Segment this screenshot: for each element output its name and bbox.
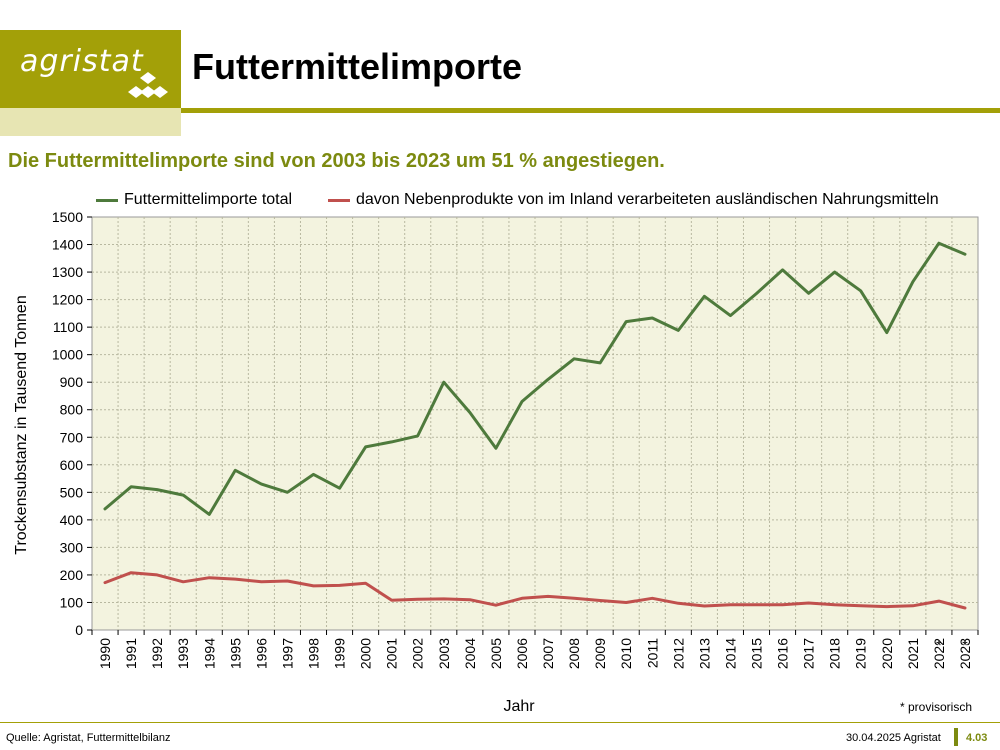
x-tick-label: 2016 bbox=[775, 638, 791, 669]
footer-date: 30.04.2025 Agristat bbox=[846, 732, 941, 744]
x-tick-label: 2006 bbox=[514, 638, 530, 669]
x-tick-label: 1992 bbox=[149, 638, 165, 669]
page-title: Futtermittelimporte bbox=[192, 46, 523, 87]
legend-swatch-total bbox=[96, 198, 118, 202]
x-tick-label: 2001 bbox=[384, 638, 400, 669]
y-tick-label: 1500 bbox=[52, 209, 83, 225]
x-tick-label: 1995 bbox=[227, 638, 243, 669]
y-tick-label: 1300 bbox=[52, 264, 83, 280]
logo-text: agristat bbox=[20, 44, 144, 79]
x-tick-label: 2010 bbox=[618, 638, 634, 669]
y-tick-label: 0 bbox=[75, 622, 83, 638]
x-tick-label: 1997 bbox=[279, 638, 295, 669]
x-tick-label: 1993 bbox=[175, 638, 191, 669]
x-tick-label: 2013 bbox=[696, 638, 712, 669]
y-tick-label: 900 bbox=[60, 374, 84, 390]
x-axis-label: Jahr bbox=[503, 698, 535, 715]
y-tick-label: 400 bbox=[60, 512, 84, 528]
x-tick-label: 2020 bbox=[879, 638, 895, 669]
x-tick-label: 2002 bbox=[410, 638, 426, 669]
y-tick-label: 1200 bbox=[52, 292, 83, 308]
series-line-nebenprodukte bbox=[103, 571, 967, 610]
x-tick-label: 2014 bbox=[722, 638, 738, 669]
provisional-note: * provisorisch bbox=[899, 700, 972, 714]
legend-label-nebenprodukte: davon Nebenprodukte von im Inland verarb… bbox=[356, 191, 939, 208]
x-tick-provisional-mark: * bbox=[936, 637, 942, 653]
logo-strip bbox=[0, 108, 181, 136]
x-tick-label: 2003 bbox=[436, 638, 452, 669]
legend-item-nebenprodukte: davon Nebenprodukte von im Inland verarb… bbox=[328, 191, 939, 209]
legend-label-total: Futtermittelimporte total bbox=[124, 191, 293, 208]
chart-subtitle: Die Futtermittelimporte sind von 2003 bi… bbox=[8, 150, 665, 172]
y-tick-label: 200 bbox=[60, 567, 84, 583]
x-tick-label: 2019 bbox=[853, 638, 869, 669]
legend-item-total: Futtermittelimporte total bbox=[96, 191, 292, 209]
x-tick-label: 2015 bbox=[749, 638, 765, 669]
x-tick-label: 2012 bbox=[670, 638, 686, 669]
x-tick-label: 2009 bbox=[592, 638, 608, 669]
footer-rule bbox=[0, 722, 1000, 723]
x-tick-label: 2008 bbox=[566, 638, 582, 669]
page-number: 4.03 bbox=[966, 732, 988, 744]
x-tick-label: 2021 bbox=[905, 638, 921, 669]
x-tick-label: 2005 bbox=[488, 638, 504, 669]
x-tick-label: 1999 bbox=[332, 638, 348, 669]
x-tick-label: 2000 bbox=[358, 638, 374, 669]
y-tick-label: 600 bbox=[60, 457, 84, 473]
x-tick-label: 2011 bbox=[644, 638, 660, 668]
y-tick-label: 300 bbox=[60, 539, 84, 555]
series-line-total bbox=[103, 241, 967, 516]
x-tick-label: 1996 bbox=[253, 638, 269, 669]
y-tick-label: 800 bbox=[60, 402, 84, 418]
y-tick-label: 1100 bbox=[53, 319, 83, 335]
y-tick-label: 500 bbox=[60, 484, 84, 500]
x-tick-label: 2018 bbox=[827, 638, 843, 669]
x-tick-label: 2007 bbox=[540, 638, 556, 669]
source-text: Quelle: Agristat, Futtermittelbilanz bbox=[6, 732, 171, 744]
legend-swatch-nebenprodukte bbox=[328, 198, 350, 202]
y-tick-label: 1400 bbox=[52, 237, 83, 253]
x-tick-label: 1990 bbox=[97, 638, 113, 669]
x-tick-label: 2017 bbox=[801, 638, 817, 669]
page-number-bar bbox=[954, 728, 958, 746]
x-tick-label: 1994 bbox=[201, 638, 217, 669]
logo-diamond-icon bbox=[128, 72, 168, 98]
x-tick-label: 2022 bbox=[931, 638, 947, 669]
y-tick-label: 100 bbox=[60, 594, 84, 610]
x-tick-label: 1991 bbox=[123, 638, 139, 669]
y-tick-label: 1000 bbox=[52, 347, 83, 363]
x-tick-label: 2004 bbox=[462, 638, 478, 669]
x-tick-provisional-mark: * bbox=[962, 637, 968, 653]
x-tick-label: 1998 bbox=[306, 638, 322, 669]
header-rule bbox=[181, 108, 1000, 113]
x-tick-label: 2023 bbox=[957, 638, 973, 669]
y-tick-label: 700 bbox=[60, 429, 84, 445]
